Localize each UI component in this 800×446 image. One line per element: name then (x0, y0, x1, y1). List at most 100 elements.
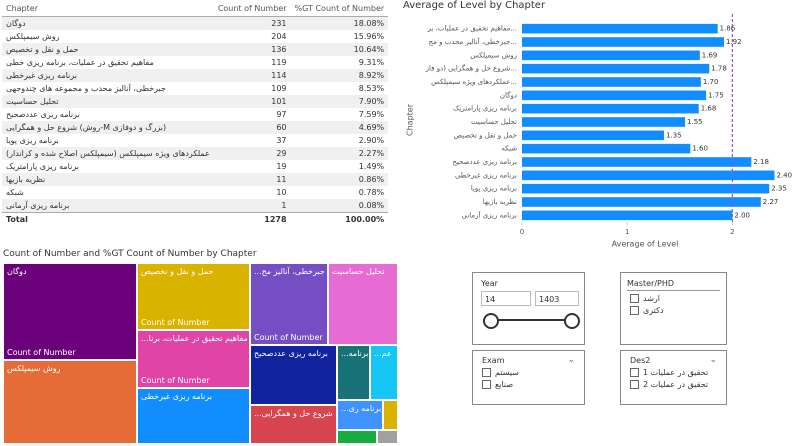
column-header[interactable]: Count of Number (213, 0, 291, 17)
bar (522, 103, 699, 114)
tile-label: روش سیمپلکس (7, 364, 61, 373)
chapter-cell: برنامه ریزی پویا (6, 136, 59, 145)
bar (522, 37, 724, 47)
column-header[interactable]: Chapter (2, 0, 214, 17)
table-row[interactable]: برنامه ریزی پویا 37 2.90% (2, 134, 388, 147)
table: Chapter Count of Number %GT Count of Num… (2, 0, 389, 226)
category-label: شبکه (501, 145, 517, 153)
tile-label: تحلیل حساسیت (332, 267, 385, 276)
data-label: 1.35 (666, 131, 682, 139)
table-row[interactable]: برنامه ریزی پارامتریک 19 1.49% (2, 160, 388, 173)
table-row[interactable]: (بزرگ و دوفازی M-روش) شروع حل و همگرایی 6… (2, 121, 389, 134)
slicer-option[interactable]: ارشد (630, 294, 726, 303)
category-label: دوگان (500, 90, 517, 99)
slicer-option[interactable]: تحقیق در عملیات 2 (630, 380, 726, 389)
percent-cell: 8.92% (358, 71, 385, 80)
table-row[interactable]: عملکردهای ویژه سیمپلکس (سیمپلکس اصلاح شد… (2, 147, 389, 160)
bar (522, 90, 707, 101)
bar-chart: Average of Level by Chapter Chapter Aver… (403, 0, 792, 249)
tile[interactable]: برنامه ری... (337, 400, 383, 430)
slicer-option[interactable]: تحقیق در عملیات 1 (630, 368, 726, 377)
table-row[interactable]: دوگان 231 18.08% (2, 16, 389, 30)
tile[interactable]: تحلیل حساسیت (328, 263, 398, 345)
category-label: برنامه ریزی عددصحیح (452, 158, 517, 166)
count-cell: 1 (281, 201, 287, 210)
percent-cell: 0.86% (358, 175, 385, 184)
data-label: 2.40 (776, 171, 792, 179)
count-cell: 231 (271, 19, 287, 28)
tile[interactable]: دوگان Count of Number (3, 263, 137, 360)
chapter-cell: برنامه ریزی غیرخطی (6, 71, 77, 80)
tile-label: مفاهیم تحقیق در عملیات، برنا... (141, 334, 248, 343)
column-header[interactable]: %GT Count of Number (290, 0, 389, 17)
category-label: برنامه ریزی غیرخطی (455, 171, 517, 179)
total-count: 1278 (213, 212, 291, 226)
percent-cell: 7.59% (358, 110, 385, 119)
range-to[interactable]: 1403 (535, 291, 579, 306)
checkbox (630, 368, 639, 377)
slicer-option[interactable]: سیستم (482, 368, 584, 377)
count-cell: 10 (276, 188, 287, 197)
slider-handle[interactable] (483, 313, 499, 329)
des2-slicer: Des2 ⌄ تحقیق در عملیات 1 تحقیق در عملیات … (620, 350, 727, 405)
treemap-title: Count of Number and %GT Count of Number … (3, 249, 257, 259)
data-label: 2.27 (763, 198, 779, 206)
table-row[interactable]: برنامه ریزی غیرخطی 114 8.92% (2, 69, 389, 82)
table-row[interactable]: برنامه ریزی آرمانی 1 0.08% (2, 199, 389, 213)
table-row[interactable]: شبکه 10 0.78% (2, 186, 388, 199)
tile[interactable]: حمل و نقل و تخصیص Count of Number (137, 263, 250, 330)
table-row[interactable]: مفاهیم تحقیق در عملیات، برنامه ریزی خطی 1… (2, 56, 388, 69)
dropdown-chevron[interactable]: ⌄ (709, 355, 717, 365)
tile-measure: Count of Number (7, 348, 76, 357)
bar (522, 197, 761, 207)
slider-handle[interactable] (564, 313, 580, 329)
percent-cell: 9.31% (358, 58, 385, 67)
slicer-option[interactable]: دکتری (630, 306, 726, 315)
tile[interactable]: شروع حل و همگرایی... (250, 405, 337, 444)
count-cell: 19 (276, 162, 287, 171)
tile-label: برنامه ری... (341, 404, 382, 413)
category-label: برنامه ریزی آرمانی (461, 210, 517, 219)
category-label: تحلیل حساسیت (471, 118, 517, 126)
x-axis-title: Average of Level (612, 240, 679, 249)
category-label: نظریه بازیها (483, 198, 517, 206)
chapter-cell: (بزرگ و دوفازی M-روش) شروع حل و همگرایی (6, 123, 167, 132)
chapter-cell: برنامه ریزی عددصحیح (6, 110, 80, 119)
category-label: مفاهیم تحقیق در عملیات، بر... (427, 25, 517, 33)
range-from[interactable]: 14 (481, 291, 531, 306)
y-axis-title: Chapter (406, 103, 415, 136)
tile[interactable]: عم... (370, 345, 398, 400)
category-label: عملکردهای ویژه سیمپلکس... (431, 78, 517, 86)
tile[interactable]: برنامه... (337, 345, 370, 400)
count-cell: 109 (271, 84, 287, 93)
tile[interactable]: روش سیمپلکس (3, 360, 137, 444)
year-slicer: Year 14 1403 (472, 272, 585, 345)
tile-label: حمل و نقل و تخصیص (141, 267, 214, 276)
option-label: تحقیق در عملیات 2 (643, 380, 709, 389)
tile[interactable]: برنامه ریزی عددصحیح (250, 345, 337, 405)
table-row[interactable]: برنامه ریزی عددصحیح 97 7.59% (2, 108, 388, 121)
slicer-option[interactable]: صنایع (482, 380, 584, 389)
bar (522, 143, 691, 154)
tile-label: شروع حل و همگرایی... (254, 409, 333, 418)
table-row[interactable]: حمل و نقل و تخصیص 136 10.64% (2, 43, 389, 56)
bar (522, 117, 686, 127)
tile[interactable]: مفاهیم تحقیق در عملیات، برنا... Count of … (137, 330, 250, 388)
tile-label: جبرخطی، آنالیز مح... (254, 267, 325, 276)
x-tick-label: 1 (625, 228, 629, 236)
dropdown-chevron[interactable]: ⌄ (567, 355, 575, 365)
percent-cell: 18.08% (353, 19, 385, 28)
checkbox (630, 380, 639, 389)
chapter-cell: تحلیل حساسیت (6, 97, 59, 106)
tile[interactable]: برنامه ریزی غیرخطی (137, 388, 250, 444)
table-row[interactable]: نظریه بازیها 11 0.86% (2, 173, 389, 186)
table-row[interactable]: تحلیل حساسیت 101 7.90% (2, 95, 389, 108)
data-label: 2.35 (771, 185, 787, 193)
data-label: 1.68 (701, 105, 717, 113)
table-row[interactable]: جبرخطی، آنالیز محدب و مجموعه های چندوجهی… (2, 82, 388, 95)
percent-cell: 2.27% (358, 149, 385, 158)
table-row[interactable]: روش سیمپلکس 204 15.96% (2, 30, 388, 43)
chart-title: Average of Level by Chapter (403, 0, 546, 11)
tile[interactable]: جبرخطی، آنالیز مح... Count of Number (250, 263, 328, 345)
chapter-cell: روش سیمپلکس (6, 32, 60, 41)
